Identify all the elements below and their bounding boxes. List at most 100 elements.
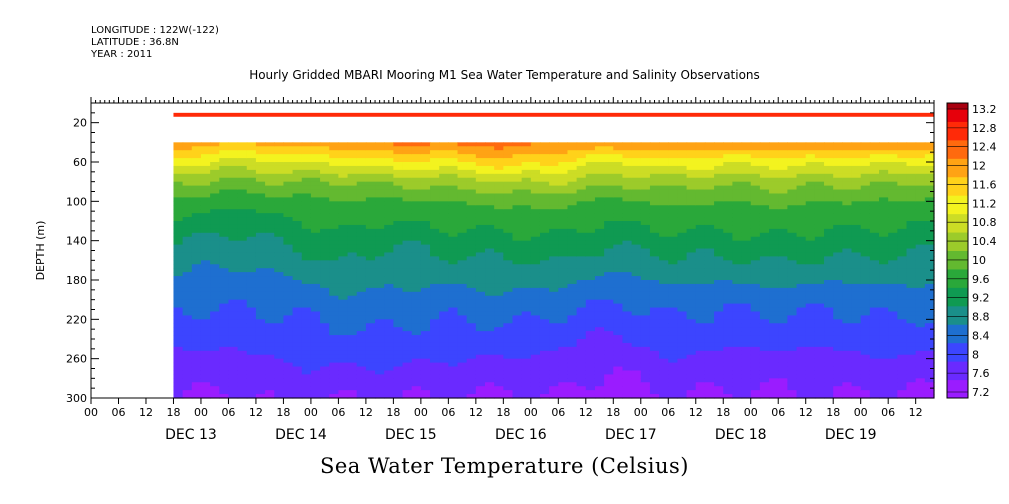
field-cell — [677, 236, 688, 242]
field-cell — [704, 217, 715, 222]
field-cell — [320, 162, 330, 167]
field-cell — [485, 327, 495, 332]
field-cell — [430, 327, 440, 332]
field-cell — [769, 236, 779, 242]
field-cell — [640, 386, 651, 391]
field-cell — [530, 366, 541, 372]
field-cell — [485, 165, 495, 171]
field-cell — [796, 299, 807, 305]
field-cell — [191, 162, 202, 167]
field-cell — [402, 291, 413, 297]
field-cell — [173, 248, 184, 254]
field-cell — [182, 362, 193, 368]
field-cell — [649, 276, 660, 281]
field-cell — [283, 339, 294, 344]
field-cell — [558, 240, 569, 246]
field-cell — [420, 150, 431, 155]
field-cell — [814, 272, 825, 277]
field-cell — [173, 342, 184, 348]
field-cell — [787, 221, 798, 226]
field-cell — [365, 201, 376, 206]
field-cell — [430, 162, 440, 167]
field-cell — [402, 354, 413, 360]
field-cell — [549, 283, 559, 289]
field-cell — [292, 165, 303, 171]
field-cell — [824, 205, 834, 210]
field-cell — [860, 197, 871, 202]
field-cell — [210, 244, 220, 250]
field-cell — [182, 228, 193, 234]
field-cell — [237, 382, 248, 387]
field-cell — [191, 252, 202, 257]
field-cell — [338, 382, 349, 387]
field-cell — [411, 394, 422, 399]
field-cell — [393, 366, 404, 372]
field-cell — [750, 260, 761, 265]
field-cell — [539, 173, 550, 179]
field-cell — [613, 276, 624, 281]
field-cell — [796, 248, 807, 254]
field-cell — [659, 342, 669, 348]
field-cell — [622, 221, 633, 226]
field-cell — [567, 287, 578, 293]
field-cell — [640, 221, 651, 226]
field-cell — [778, 240, 788, 246]
field-cell — [549, 201, 559, 206]
field-cell — [869, 299, 880, 305]
field-cell — [365, 154, 376, 159]
field-cell — [814, 311, 825, 316]
field-cell — [274, 224, 285, 230]
field-cell — [787, 319, 798, 324]
field-cell — [741, 150, 752, 155]
field-cell — [485, 236, 495, 242]
field-cell — [219, 150, 230, 155]
field-cell — [439, 354, 449, 360]
field-cell — [759, 217, 770, 222]
field-cell — [796, 272, 807, 277]
field-cell — [475, 323, 486, 328]
field-cell — [466, 181, 477, 187]
field-cell — [558, 331, 569, 336]
field-cell — [292, 268, 303, 273]
field-cell — [741, 173, 752, 179]
field-cell — [457, 346, 468, 352]
field-cell — [851, 319, 862, 324]
field-cell — [594, 280, 605, 285]
field-cell — [842, 169, 853, 175]
field-cell — [686, 370, 697, 375]
field-cell — [805, 205, 816, 210]
field-cell — [677, 209, 688, 214]
field-cell — [668, 169, 679, 175]
field-cell — [851, 350, 862, 356]
field-cell — [448, 374, 459, 379]
field-cell — [320, 232, 330, 238]
field-cell — [833, 177, 843, 183]
field-cell — [512, 181, 523, 187]
field-cell — [604, 287, 614, 293]
field-cell — [503, 146, 514, 151]
field-cell — [292, 295, 303, 301]
field-cell — [411, 346, 422, 352]
field-cell — [567, 382, 578, 387]
field-cell — [741, 315, 752, 320]
field-cell — [585, 386, 596, 391]
field-cell — [191, 189, 202, 195]
field-cell — [622, 354, 633, 360]
field-cell — [329, 346, 339, 352]
field-cell — [631, 374, 642, 379]
field-cell — [448, 248, 459, 254]
field-cell — [585, 268, 596, 273]
field-cell — [228, 264, 239, 269]
field-cell — [310, 342, 321, 348]
field-cell — [219, 291, 230, 297]
field-cell — [778, 291, 788, 297]
field-cell — [668, 142, 679, 147]
field-cell — [292, 162, 303, 167]
field-cell — [173, 177, 184, 183]
field-cell — [365, 362, 376, 368]
field-cell — [430, 295, 440, 301]
field-cell — [448, 154, 459, 159]
field-cell — [668, 252, 679, 257]
field-cell — [613, 177, 624, 183]
field-cell — [814, 268, 825, 273]
